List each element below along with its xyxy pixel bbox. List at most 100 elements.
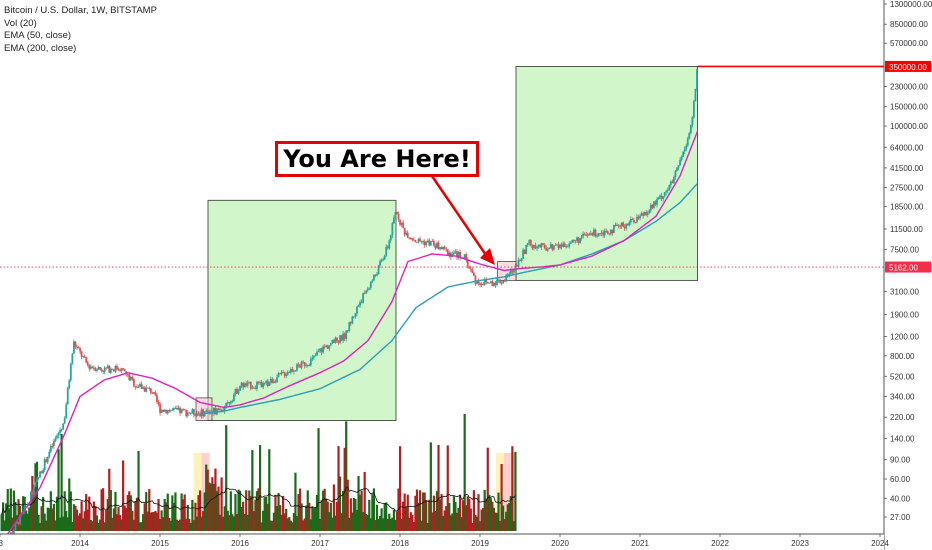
legend-ema50[interactable]: EMA (50, close) [4,30,72,41]
legend-symbol[interactable]: Bitcoin / U.S. Dollar, 1W, BITSTAMP [4,5,157,16]
volume-bar-252 [388,513,391,531]
candle-body-211 [325,345,328,348]
candle-body-343 [528,240,531,243]
candle-body-419 [645,212,648,215]
volume-bar-195 [300,503,303,531]
candle-body-287 [442,246,445,250]
candle-body-418 [643,212,646,216]
candle-body-110 [169,410,172,412]
projection-box-2 [515,66,699,281]
candle-body-327 [503,280,506,282]
volume-bar-151 [232,516,236,531]
volume-bar-174 [268,449,271,531]
candle-body-391 [602,232,605,236]
candle-body-37 [57,432,60,436]
volume-bar-255 [392,509,396,531]
candle-body-124 [191,409,194,414]
candle-body-306 [471,269,474,273]
callout-arrow [430,175,495,265]
candle-body-335 [516,265,518,267]
candle-body-233 [359,301,361,306]
volume-bar-202 [311,506,314,531]
price-candles [0,68,698,550]
candle-body-278 [428,240,431,246]
candle-body-297 [457,252,460,258]
candle-body-357 [549,244,552,248]
candle-body-105 [162,409,165,412]
candle-body-422 [649,204,652,211]
candle-body-261 [402,222,405,228]
candle-body-97 [149,388,152,393]
volume-bar-76 [117,506,120,531]
y-tick-label-24: 40.00 [890,494,911,503]
volume-bar-329 [506,504,509,531]
candle-body-382 [588,234,591,236]
volume-bar-176 [271,520,274,531]
volume-bar-77 [118,515,122,531]
volume-bar-81 [125,507,128,531]
candle-body-269 [414,240,417,243]
candle-body-348 [536,246,538,249]
volume-bar-298 [458,494,462,531]
candle-body-165 [254,388,257,390]
candle-body-452 [696,69,698,89]
candle-body-303 [466,259,469,268]
volume-bar-264 [406,494,409,531]
candle-body-311 [479,283,481,285]
volume-bar-230 [354,498,357,531]
candle-body-325 [500,283,503,284]
candle-body-313 [482,283,485,285]
volume-bar-127 [195,516,199,531]
legend-ema200[interactable]: EMA (200, close) [4,42,77,54]
volume-bar-49 [75,509,79,531]
candle-body-122 [188,412,191,414]
volume-bar-210 [323,488,326,531]
candle-body-148 [228,402,231,404]
candle-body-273 [420,241,423,243]
volume-bar-110 [169,520,172,531]
volume-bar-93 [143,503,146,531]
volume-bar-293 [451,513,454,531]
candle-body-129 [199,413,201,417]
candle-body-204 [314,355,317,357]
volume-bar-308 [474,514,477,531]
candle-body-119 [183,409,186,411]
volume-bar-173 [266,503,269,531]
candle-body-55 [85,356,88,363]
arrow-shaft [430,175,490,259]
volume-bar-133 [205,464,208,531]
volume-bar-146 [225,425,228,531]
volume-bar-37 [57,449,60,531]
volume-bar-300 [462,500,465,531]
volume-bar-115 [177,520,180,531]
candle-body-236 [363,292,366,294]
volume-bar-42 [65,510,68,531]
volume-bar-95 [146,511,149,531]
candle-body-377 [580,236,583,239]
candle-body-189 [291,369,294,372]
candle-body-393 [605,230,608,232]
candle-body-112 [173,408,175,410]
y-tick-label-4: 230000.00 [890,82,928,91]
volume-bar-129 [198,490,202,531]
candle-body-26 [40,471,43,474]
candle-body-428 [659,195,661,198]
volume-bar-17 [26,513,29,531]
y-tick-label-5: 150000.00 [890,103,928,112]
candle-body-336 [517,260,520,267]
volume-bar-73 [112,508,116,531]
candle-body-203 [313,355,315,358]
candle-body-399 [614,225,617,227]
volume-bar-136 [209,483,212,531]
volume-bar-13 [20,513,23,531]
volume-bar-236 [363,471,366,531]
volume-bar-92 [142,514,145,531]
legend-volume[interactable]: Vol (20) [4,17,37,29]
candle-body-57 [88,365,91,369]
volume-bar-229 [352,498,356,531]
candle-body-252 [388,240,391,249]
volume-bar-289 [445,506,448,531]
candle-body-65 [100,368,103,371]
volume-bar-52 [80,501,83,531]
